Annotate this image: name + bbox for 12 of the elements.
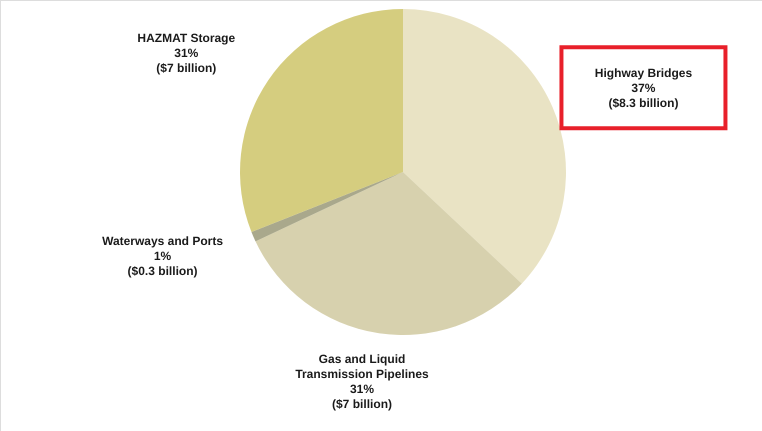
pie-slice [251,172,403,242]
data-label: 1% ($0.3 billion) [128,249,198,278]
slice-label: Highway Bridges [594,66,692,80]
data-label: 31% ($7 billion) [332,382,392,411]
slice-label: Gas and Liquid Transmission Pipelines [295,352,430,381]
pie-slice [403,9,566,284]
slice-label: Waterways and Ports [102,234,224,248]
pie-slice [240,9,403,232]
data-label: 37% ($8.3 billion) [608,80,678,110]
pie-slice [256,172,522,335]
data-label: 31% ($7 billion) [156,46,216,75]
slice-label: HAZMAT Storage [137,30,236,45]
